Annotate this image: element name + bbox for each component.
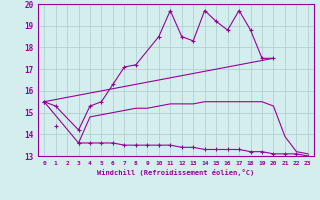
- X-axis label: Windchill (Refroidissement éolien,°C): Windchill (Refroidissement éolien,°C): [97, 169, 255, 176]
